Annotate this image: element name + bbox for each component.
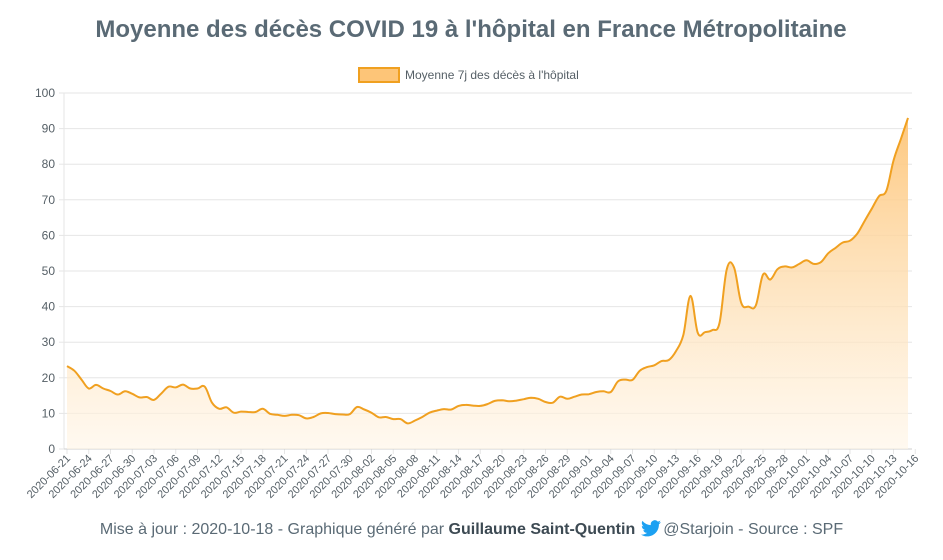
chart-title: Moyenne des décès COVID 19 à l'hôpital e…: [95, 16, 846, 43]
footer: Mise à jour : 2020-10-18 - Graphique gén…: [0, 520, 943, 542]
twitter-bird-icon: [641, 520, 662, 542]
area-chart: Moyenne des décès COVID 19 à l'hôpital e…: [25, 16, 922, 501]
footer-author[interactable]: Guillaume Saint-Quentin: [448, 521, 636, 538]
footer-source: - Source : SPF: [733, 521, 844, 538]
y-tick-label: 50: [42, 264, 56, 278]
y-tick-label: 0: [48, 442, 55, 456]
y-tick-label: 60: [42, 228, 56, 242]
y-tick-label: 30: [42, 335, 56, 349]
y-tick-label: 100: [35, 86, 55, 100]
y-axis: 0 10 20 30 40 50 60 70 80 90 100: [35, 86, 65, 456]
plot-area: [66, 117, 909, 450]
legend-swatch: [358, 67, 400, 83]
legend[interactable]: Moyenne 7j des décès à l'hôpital: [358, 67, 579, 83]
footer-prefix: Mise à jour : 2020-10-18 - Graphique gén…: [99, 521, 449, 538]
series-line[interactable]: [66, 117, 909, 425]
y-tick-label: 10: [42, 406, 56, 420]
footer-handle[interactable]: @Starjoin: [663, 521, 734, 538]
y-tick-label: 90: [42, 122, 56, 136]
x-axis: 2020-06-212020-06-242020-06-272020-06-30…: [25, 448, 921, 501]
y-tick-label: 80: [42, 157, 56, 171]
y-tick-label: 20: [42, 371, 56, 385]
series-area-fill: [67, 117, 908, 450]
y-tick-label: 40: [42, 300, 56, 314]
legend-label: Moyenne 7j des décès à l'hôpital: [405, 68, 579, 82]
y-tick-label: 70: [42, 193, 56, 207]
